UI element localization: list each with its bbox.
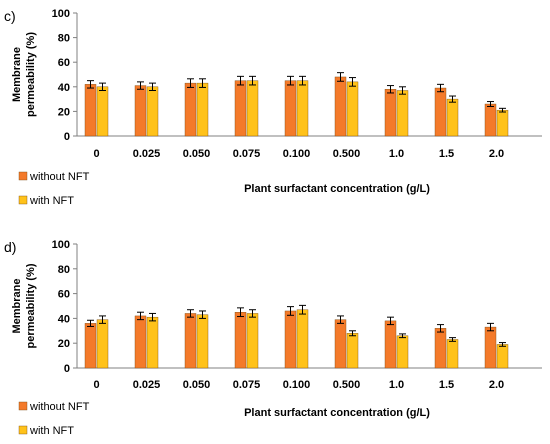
legend-label: without NFT [29,171,90,183]
bar-without-nft [334,76,347,137]
panel-label: c) [4,8,16,24]
y-tick-label: 80 [58,264,70,276]
y-axis-label: Membrane [11,47,23,102]
bar-without-nft [234,80,247,137]
y-tick-label: 40 [58,82,70,94]
bar-without-nft [84,84,97,137]
bar-with-nft [296,309,309,369]
bar-with-nft [196,314,209,369]
panel-label: d) [4,239,16,255]
bar-with-nft [246,80,259,137]
x-tick-label: 0.025 [133,148,161,160]
x-tick-label: 0.500 [333,148,361,160]
x-tick-label: 0 [93,379,99,391]
bar-with-nft [346,81,359,137]
y-tick-label: 40 [58,313,70,325]
x-axis-label: Plant surfactant concentration (g/L) [244,183,430,195]
y-tick-label: 0 [64,131,70,143]
bar-without-nft [484,103,497,137]
x-tick-label: 0.050 [183,379,211,391]
y-tick-label: 0 [64,363,70,375]
bar-without-nft [184,82,197,137]
bar-with-nft [496,344,509,369]
bar-without-nft [184,313,197,369]
x-tick-label: 0.025 [133,379,161,391]
bar-without-nft [134,315,147,369]
x-tick-label: 0.050 [183,148,211,160]
bar-with-nft [396,335,409,369]
legend-label: without NFT [29,401,90,413]
x-tick-label: 0.075 [233,148,261,160]
legend-swatch-with-nft [18,425,28,435]
y-axis-label: Membrane [11,278,23,333]
bar-with-nft [146,86,159,137]
x-tick-label: 0.100 [283,148,311,160]
legend-swatch-without-nft [18,401,28,411]
x-tick-label: 2.0 [489,148,504,160]
bar-with-nft [396,90,409,137]
y-tick-label: 60 [58,57,70,69]
bar-with-nft [496,109,509,137]
bar-without-nft [434,87,447,137]
bar-with-nft [96,319,109,369]
legend-swatch-with-nft [18,195,28,205]
bar-with-nft [446,339,459,369]
x-tick-label: 0.500 [333,379,361,391]
bar-with-nft [196,82,209,137]
x-tick-label: 1.0 [389,148,404,160]
chart-panel-c: c) 0 20 40 60 80 100 Membrane permeability (%) 0 0… [4,8,542,207]
bar-without-nft [284,310,297,369]
x-tick-label: 0 [93,148,99,160]
bar-without-nft [334,319,347,369]
y-axis-label: permeability (%) [25,263,37,348]
bar-with-nft [246,313,259,369]
legend-label: with NFT [29,195,74,207]
bar-without-nft [434,328,447,369]
y-tick-label: 100 [52,239,70,251]
bar-without-nft [484,326,497,369]
x-tick-label: 1.0 [389,379,404,391]
bar-without-nft [234,312,247,369]
legend-label: with NFT [29,425,74,437]
x-tick-label: 2.0 [489,379,504,391]
legend-swatch-without-nft [18,171,28,181]
bar-without-nft [84,323,97,369]
bar-without-nft [134,85,147,137]
y-tick-label: 80 [58,33,70,45]
bar-with-nft [446,98,459,137]
x-tick-label: 1.5 [439,148,454,160]
bar-with-nft [296,80,309,137]
x-tick-label: 0.100 [283,379,311,391]
y-axis-label: permeability (%) [25,32,37,117]
chart-panel-d: d) 0 20 40 60 80 100 Membrane permeability (%) 0 0… [4,239,542,437]
bar-with-nft [146,316,159,369]
bar-without-nft [384,89,397,137]
bar-without-nft [384,320,397,369]
x-tick-label: 1.5 [439,379,454,391]
y-tick-label: 20 [58,106,70,118]
bar-without-nft [284,80,297,137]
y-tick-label: 60 [58,289,70,301]
bar-with-nft [346,333,359,369]
y-tick-label: 20 [58,338,70,350]
x-axis-label: Plant surfactant concentration (g/L) [244,407,430,419]
x-tick-label: 0.075 [233,379,261,391]
bar-with-nft [96,86,109,137]
y-tick-label: 100 [52,8,70,20]
